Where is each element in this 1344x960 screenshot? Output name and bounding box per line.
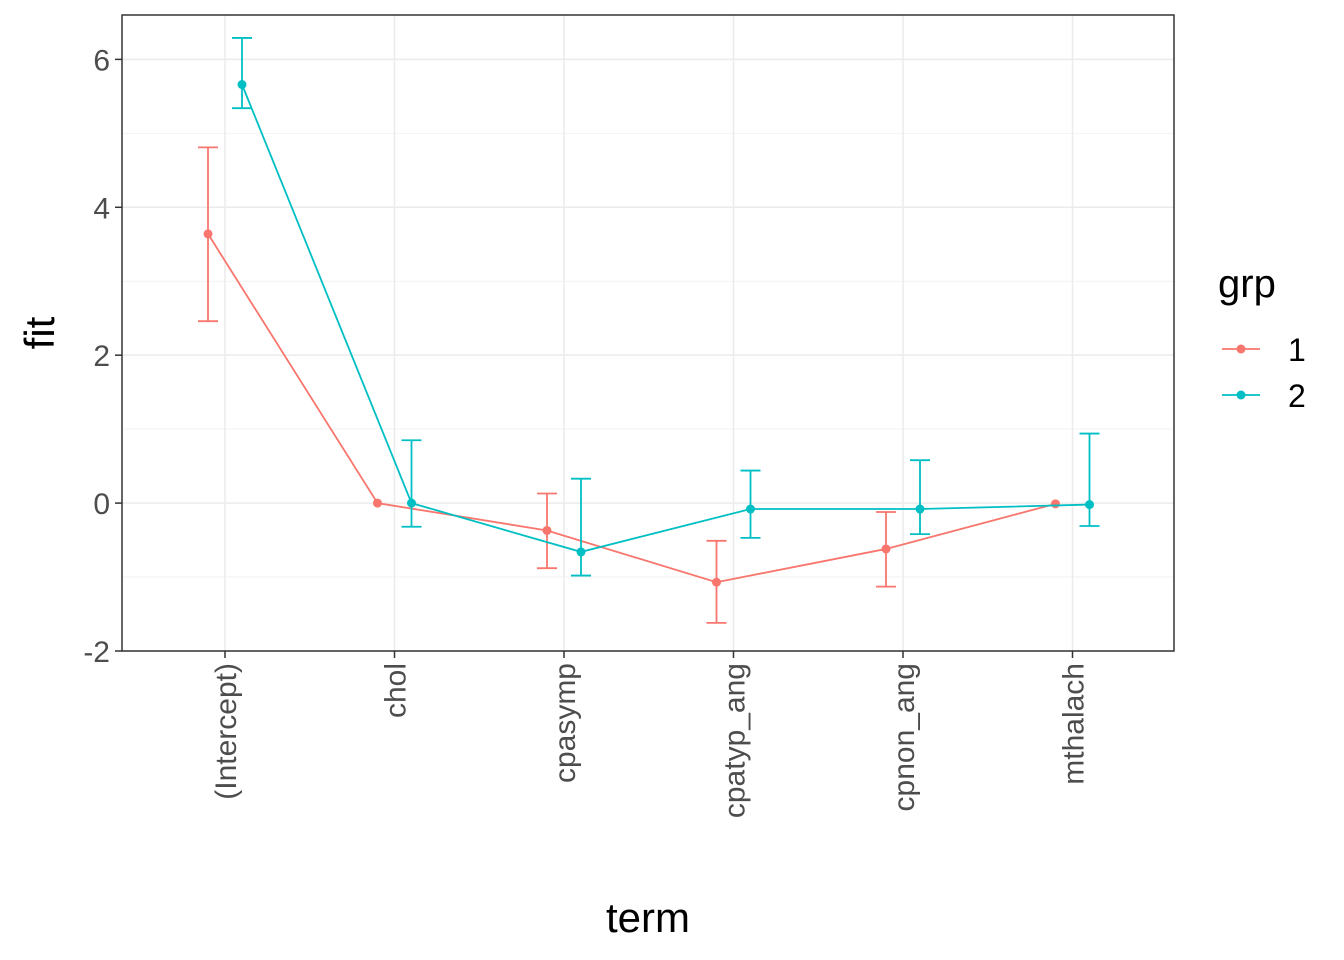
data-point xyxy=(746,504,755,514)
data-point xyxy=(881,544,891,554)
y-tick-label: -2 xyxy=(83,636,110,669)
x-tick-label: cpnon_ang xyxy=(888,663,921,811)
data-point xyxy=(712,577,721,587)
x-tick-label: mthalach xyxy=(1058,663,1091,785)
data-point xyxy=(1051,499,1060,509)
legend-key-point xyxy=(1236,390,1246,400)
x-axis: (Intercept) chol cpasymp cpatyp_ang cpnon_an… xyxy=(210,651,1091,818)
data-point xyxy=(373,498,382,508)
series-2 xyxy=(232,37,1100,577)
legend-label: 2 xyxy=(1288,378,1306,414)
panel-background xyxy=(122,15,1174,651)
minor-gridlines xyxy=(122,132,1174,578)
legend-title: grp xyxy=(1218,262,1276,306)
x-tick-label: cpasymp xyxy=(549,663,582,783)
x-tick-label: (Intercept) xyxy=(210,663,243,800)
y-tick-label: 2 xyxy=(93,340,110,373)
y-tick-label: 6 xyxy=(93,44,110,77)
data-point xyxy=(237,80,247,90)
legend-label: 1 xyxy=(1288,332,1306,368)
x-tick-label: cpatyp_ang xyxy=(719,663,752,818)
y-tick-label: 0 xyxy=(93,488,110,521)
data-point xyxy=(576,547,586,557)
data-point xyxy=(407,498,416,508)
panel-border xyxy=(121,14,1175,652)
x-tick-label: chol xyxy=(380,663,413,718)
y-axis-title: fit xyxy=(16,316,63,349)
data-point xyxy=(542,525,552,535)
y-axis: -2 0 2 4 6 xyxy=(83,44,122,669)
legend: grp 1 2 xyxy=(1218,262,1306,414)
data-point xyxy=(1085,500,1094,510)
y-tick-label: 4 xyxy=(93,192,110,225)
data-point xyxy=(915,504,925,514)
series-line xyxy=(241,84,1090,553)
series-layer xyxy=(198,37,1100,624)
data-point xyxy=(203,229,213,239)
legend-key-point xyxy=(1236,344,1246,354)
x-axis-title: term xyxy=(606,894,690,941)
series-line xyxy=(207,233,1056,584)
